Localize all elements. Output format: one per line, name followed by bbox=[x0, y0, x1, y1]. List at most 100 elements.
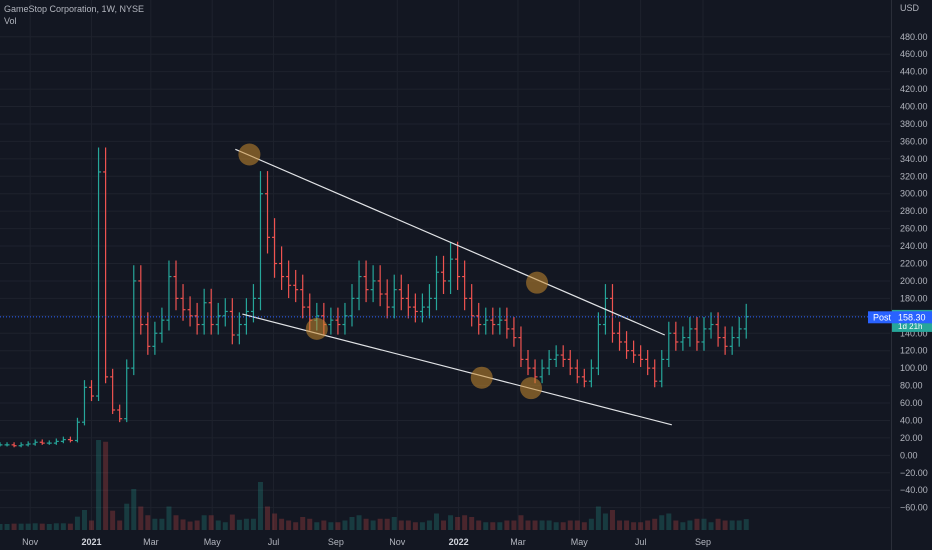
grid bbox=[0, 0, 890, 530]
y-tick-label: 320.00 bbox=[900, 171, 928, 181]
volume-bar bbox=[152, 518, 158, 530]
volume-bar bbox=[236, 519, 242, 530]
volume-bar bbox=[617, 520, 623, 530]
x-tick-label: 2021 bbox=[82, 537, 102, 547]
volume-bar bbox=[46, 524, 52, 530]
volume-bar bbox=[335, 522, 341, 530]
volume-bar bbox=[518, 515, 524, 530]
volume-bar bbox=[560, 522, 566, 530]
volume-bar bbox=[60, 523, 66, 530]
volume-bar bbox=[286, 520, 292, 530]
volume-bar bbox=[602, 513, 608, 530]
volume-bar bbox=[567, 520, 573, 530]
volume-bar bbox=[81, 510, 87, 530]
volume-bar bbox=[314, 522, 320, 530]
trendline[interactable] bbox=[235, 148, 666, 336]
touch-point-marker bbox=[526, 271, 549, 294]
x-tick-label: Mar bbox=[510, 537, 526, 547]
volume-bar bbox=[553, 522, 559, 530]
volume-bar bbox=[666, 513, 672, 530]
volume-bar bbox=[715, 518, 721, 530]
x-tick-label: Nov bbox=[22, 537, 39, 547]
touch-point-marker bbox=[305, 317, 328, 340]
volume-bar bbox=[215, 520, 221, 530]
volume-bar bbox=[25, 523, 31, 530]
volume-bar bbox=[53, 523, 59, 530]
volume-bar bbox=[243, 518, 249, 530]
volume-bar bbox=[293, 522, 299, 530]
trendline-overlays bbox=[0, 143, 890, 426]
volume-bar bbox=[187, 521, 193, 530]
y-tick-label: 20.00 bbox=[900, 433, 923, 443]
y-tick-label: 100.00 bbox=[900, 363, 928, 373]
volume-bar bbox=[525, 520, 531, 530]
volume-bar bbox=[300, 517, 306, 530]
volume-bar bbox=[39, 523, 45, 530]
y-tick-label: 240.00 bbox=[900, 241, 928, 251]
volume-bar bbox=[321, 520, 327, 530]
volume-bar bbox=[483, 522, 489, 530]
y-tick-label: 140.00 bbox=[900, 328, 928, 338]
volume-bar bbox=[103, 441, 109, 530]
volume-bar bbox=[110, 510, 116, 530]
volume-bar bbox=[391, 517, 397, 530]
volume-bar bbox=[159, 518, 165, 530]
volume-bar bbox=[729, 520, 735, 530]
y-tick-label: 420.00 bbox=[900, 84, 928, 94]
countdown-label: 1d 21h bbox=[898, 322, 922, 331]
volume-bar bbox=[490, 522, 496, 530]
y-tick-label: 460.00 bbox=[900, 49, 928, 59]
volume-bar bbox=[736, 520, 742, 530]
price-bars bbox=[0, 147, 749, 448]
volume-bar bbox=[680, 522, 686, 530]
volume-bar bbox=[609, 510, 615, 530]
volume-bar bbox=[138, 506, 144, 530]
volume-bar bbox=[581, 522, 587, 530]
volume-bar bbox=[476, 520, 482, 530]
y-tick-label: −40.00 bbox=[900, 485, 928, 495]
volume-bar bbox=[574, 520, 580, 530]
touch-point-marker bbox=[520, 377, 543, 400]
volume-bar bbox=[18, 523, 24, 530]
price-axis[interactable]: 480.00 460.00 440.00 420.00 400.00 380.00 360.… bbox=[900, 32, 928, 513]
volume-bar bbox=[272, 513, 278, 530]
volume-bar bbox=[180, 519, 186, 530]
y-tick-label: 360.00 bbox=[900, 136, 928, 146]
y-tick-label: 40.00 bbox=[900, 415, 923, 425]
y-tick-label: 180.00 bbox=[900, 293, 928, 303]
time-axis[interactable]: Nov 2021 Mar May Jul Sep Nov 2022 Mar May Jul Sep bbox=[22, 537, 711, 547]
volume-bar bbox=[455, 517, 461, 530]
volume-bar bbox=[222, 522, 228, 530]
volume-bar bbox=[441, 520, 447, 530]
x-tick-label: Sep bbox=[695, 537, 711, 547]
volume-bar bbox=[124, 503, 130, 530]
y-tick-label: 120.00 bbox=[900, 346, 928, 356]
y-tick-label: 480.00 bbox=[900, 32, 928, 42]
y-tick-label: 280.00 bbox=[900, 206, 928, 216]
volume-bar bbox=[0, 524, 3, 530]
y-tick-label: −60.00 bbox=[900, 503, 928, 513]
touch-point-marker bbox=[470, 366, 493, 389]
volume-bar bbox=[377, 518, 383, 530]
volume-legend: Vol bbox=[4, 16, 17, 26]
volume-bar bbox=[4, 524, 10, 530]
x-tick-label: Jul bbox=[268, 537, 280, 547]
y-tick-label: 380.00 bbox=[900, 119, 928, 129]
volume-bar bbox=[462, 515, 468, 530]
y-tick-label: 0.00 bbox=[900, 450, 918, 460]
y-tick-label: 340.00 bbox=[900, 154, 928, 164]
volume-bar bbox=[511, 520, 517, 530]
volume-bar bbox=[722, 520, 728, 530]
volume-bars bbox=[0, 440, 749, 530]
volume-bar bbox=[201, 515, 207, 530]
volume-bar bbox=[398, 520, 404, 530]
volume-bar bbox=[673, 520, 679, 530]
volume-bar bbox=[11, 523, 17, 530]
volume-bar bbox=[645, 520, 651, 530]
volume-bar bbox=[687, 520, 693, 530]
x-tick-label: Sep bbox=[328, 537, 344, 547]
volume-bar bbox=[32, 523, 38, 530]
y-tick-label: 60.00 bbox=[900, 398, 923, 408]
